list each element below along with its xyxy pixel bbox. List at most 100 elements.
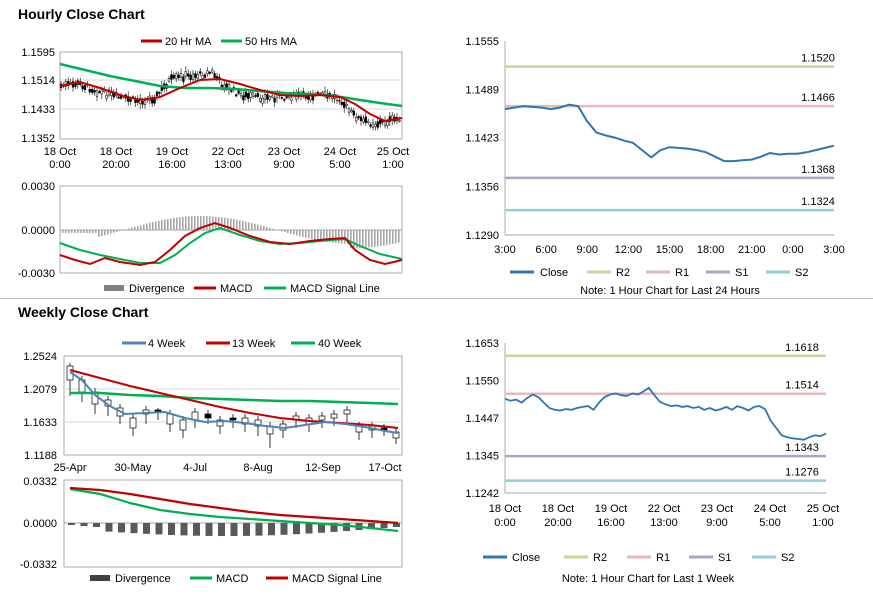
candle-body — [271, 95, 274, 98]
candle-body — [155, 91, 159, 96]
divergence-bar — [205, 523, 213, 536]
candle-body — [100, 89, 103, 95]
pivot-level-label-s1: 1.1368 — [801, 164, 835, 176]
candle-body — [187, 73, 190, 77]
weekly-pivot-levels: 1.1618 1.1514 1.1343 1.1276 — [505, 342, 826, 482]
candle-body — [290, 97, 293, 101]
x-tick-date: 22 Oct — [212, 146, 244, 158]
weekly-macd-signal-line — [69, 486, 399, 525]
divergence-bar — [344, 230, 346, 244]
candle-body — [196, 74, 199, 79]
candle-body — [371, 122, 375, 129]
candle-body — [357, 116, 360, 119]
weekly-price-plot-frame — [63, 355, 403, 456]
candle-body — [338, 100, 341, 102]
divergence-bar — [356, 230, 358, 248]
divergence-bar — [374, 230, 376, 247]
divergence-bar — [296, 230, 298, 236]
divergence-bar — [77, 230, 79, 233]
weekly-pivot-legend: Close R2 R1 S1 S2 Note: 1 Hour Chart for… — [483, 552, 794, 585]
x-tick-label: 3:00 — [494, 244, 515, 256]
x-tick-date: 18 Oct — [489, 503, 521, 515]
divergence-bar — [398, 230, 400, 243]
x-tick-label: 18:00 — [697, 244, 725, 256]
y-tick-label: 1.1242 — [465, 488, 499, 500]
legend-label-r1: R1 — [656, 552, 670, 564]
y-tick-label: 1.1489 — [465, 84, 499, 96]
candle-body — [386, 121, 389, 126]
x-tick-date: 22 Oct — [648, 503, 680, 515]
divergence-bar — [251, 223, 253, 230]
candle-body — [194, 73, 197, 78]
divergence-bar — [233, 219, 235, 230]
candle-body — [191, 73, 195, 80]
x-tick-time: 20:00 — [102, 159, 130, 171]
x-tick-date: 23 Oct — [268, 146, 300, 158]
divergence-bar — [104, 230, 106, 236]
hourly-50hr-ma-line — [59, 62, 403, 108]
weekly-pivot-x-ticks: 18 Oct 0:00 18 Oct 20:00 19 Oct 16:00 22… — [489, 503, 839, 529]
candle-body — [350, 109, 353, 113]
divergence-bar — [239, 220, 241, 230]
hourly-macd-line — [59, 221, 403, 267]
candle-body — [216, 419, 224, 427]
divergence-bar — [380, 230, 382, 246]
divergence-bar — [182, 216, 184, 230]
candle-body — [211, 69, 214, 73]
pivot-level-label-s2: 1.1276 — [785, 467, 819, 479]
weekly-4-week-line — [69, 371, 399, 434]
candle-body — [229, 417, 237, 421]
candle-body — [343, 409, 351, 415]
candle-body — [235, 94, 238, 97]
x-tick-label: 12-Sep — [305, 462, 340, 474]
divergence-bar — [68, 523, 75, 525]
candle-body — [261, 97, 264, 104]
divergence-bar — [167, 219, 169, 230]
divergence-bar — [197, 216, 199, 230]
divergence-bar — [383, 230, 385, 246]
candle-body — [318, 415, 326, 421]
candle-body — [179, 419, 187, 431]
divergence-bar — [218, 523, 225, 537]
legend-label-13-week: 13 Week — [232, 338, 276, 350]
x-tick-time: 1:00 — [382, 159, 403, 171]
divergence-bar — [173, 218, 175, 230]
divergence-bar — [155, 221, 157, 230]
divergence-bar — [299, 230, 301, 237]
divergence-bar — [281, 230, 283, 232]
x-tick-time: 13:00 — [214, 159, 242, 171]
divergence-bar — [287, 230, 289, 233]
divergence-bar — [350, 230, 352, 248]
y-tick-label: -0.0030 — [18, 268, 55, 280]
candle-body — [170, 74, 173, 80]
hourly-pivot-note: Note: 1 Hour Chart for Last 24 Hours — [580, 285, 760, 297]
legend-label-s1: S1 — [735, 267, 748, 279]
candle-body — [359, 116, 363, 122]
legend-label-close: Close — [540, 267, 568, 279]
x-tick-date: 19 Oct — [595, 503, 627, 515]
divergence-bar — [359, 230, 361, 248]
divergence-bar — [242, 220, 244, 230]
legend-swatch-divergence — [90, 575, 110, 581]
divergence-bar — [323, 230, 325, 242]
divergence-bar — [290, 230, 292, 234]
divergence-bar — [62, 230, 64, 233]
y-tick-label: 1.1290 — [465, 230, 499, 242]
candle-body — [208, 71, 211, 74]
divergence-bar — [329, 230, 331, 243]
divergence-bar — [236, 219, 238, 230]
x-tick-label: 4-Jul — [183, 462, 207, 474]
y-tick-label: 1.1433 — [21, 104, 55, 116]
divergence-bar — [80, 230, 82, 233]
divergence-bar — [243, 523, 250, 536]
divergence-bar — [131, 227, 133, 230]
weekly-divergence-bars — [68, 523, 400, 537]
section-divider — [0, 298, 873, 299]
candle-body — [263, 94, 267, 101]
legend-label-signal: MACD Signal Line — [290, 283, 380, 295]
candle-body — [343, 101, 346, 108]
divergence-bar — [260, 225, 262, 230]
divergence-bar — [257, 224, 259, 230]
